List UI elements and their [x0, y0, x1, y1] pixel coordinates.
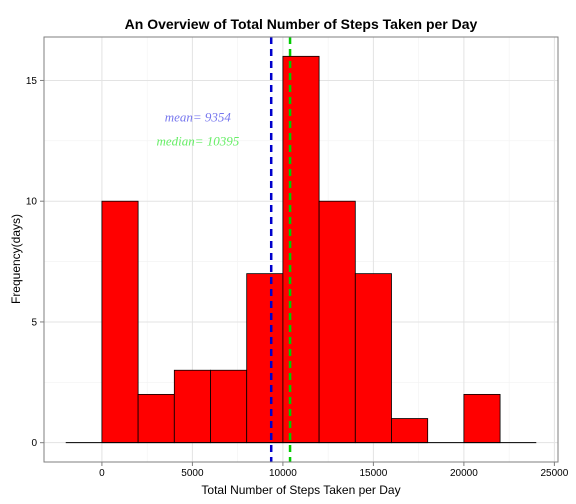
y-tick-label: 5	[31, 317, 37, 328]
x-tick-label: 0	[99, 468, 105, 479]
histogram-bar	[391, 418, 429, 444]
x-axis-title: Total Number of Steps Taken per Day	[201, 483, 400, 497]
histogram-bar	[354, 273, 392, 444]
histogram-bar	[282, 55, 320, 444]
x-tick-label: 15000	[359, 468, 387, 479]
bars-layer	[101, 55, 501, 444]
y-tick-label: 10	[26, 197, 38, 208]
y-axis-ticks: 0 5 10 15	[26, 76, 44, 449]
x-tick-label: 20000	[450, 468, 478, 479]
y-axis-title: Frequency(days)	[9, 214, 23, 304]
x-axis-ticks: 0 5000 10000 15000 20000 25000	[99, 462, 569, 479]
reference-lines-layer	[269, 37, 292, 462]
histogram-bar	[101, 200, 139, 444]
annotation-label: median= 10395	[156, 134, 239, 149]
annotations-layer: mean= 9354 median= 10395	[156, 110, 239, 149]
plot-border	[43, 36, 559, 463]
x-tick-label: 25000	[540, 468, 568, 479]
y-tick-label: 0	[31, 438, 37, 449]
x-tick-label: 5000	[181, 468, 204, 479]
y-tick-label: 15	[26, 76, 38, 87]
histogram-bar	[246, 273, 284, 444]
histogram-bar	[137, 393, 175, 444]
histogram-bar	[318, 200, 356, 444]
chart-title: An Overview of Total Number of Steps Tak…	[125, 16, 478, 32]
annotation-label: mean= 9354	[165, 110, 232, 125]
histogram-bar	[463, 393, 501, 444]
histogram-bar	[210, 369, 248, 444]
x-tick-label: 10000	[269, 468, 297, 479]
histogram-bar	[173, 369, 211, 444]
